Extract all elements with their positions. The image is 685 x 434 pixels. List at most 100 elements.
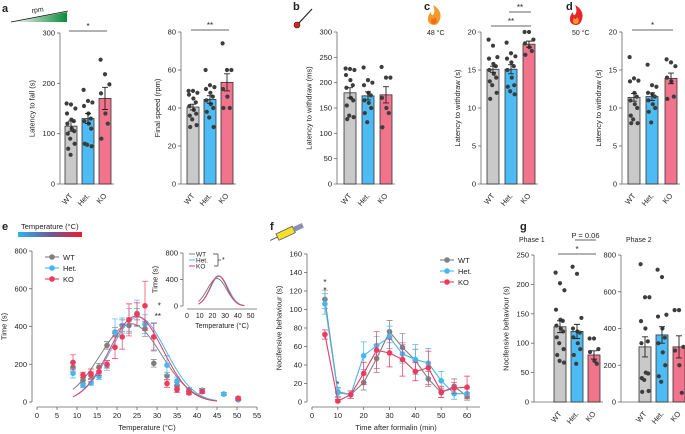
data-point [656,341,661,346]
data-point [495,54,500,60]
significance-label: * [323,286,326,295]
category-label: Het. [356,192,372,208]
x-tick-label: 10 [334,411,342,420]
data-point [555,352,560,358]
error-bar [347,87,353,99]
data-point [194,111,199,116]
category-label: KO [95,191,109,205]
flame-icon [427,5,441,25]
data-point [672,348,678,353]
legend-label: Het. [458,267,472,276]
data-point [491,71,496,76]
data-point [384,105,389,111]
error-bar [574,323,580,339]
error-bar [190,103,196,111]
x-tick-label: 50 [247,313,255,320]
data-point [348,78,353,83]
data-point [207,83,213,88]
phase-2-title: Phase 2 [626,237,652,244]
y-tick-label: 0 [612,398,616,407]
panel-label-a: a [2,3,9,15]
x-tick-label: 50 [437,411,445,420]
data-point [208,102,213,107]
data-point [203,67,208,73]
data-point [649,83,655,88]
y-tick-label: 200 [603,361,616,370]
y-tick-label: 600 [603,287,616,296]
x-tick-label: 60 [463,411,471,420]
y-tick-label: 0 [525,398,529,407]
inset-fit-curve [198,275,245,307]
data-point [646,98,651,103]
data-point [504,40,509,45]
x-tick-label: 10 [196,313,204,320]
data-point [662,335,667,340]
legend-marker [49,276,55,282]
data-point [386,110,391,116]
data-point [134,311,140,318]
panel-label-d: d [566,1,573,13]
data-point [186,390,192,396]
data-point [89,144,94,149]
syringe-icon [270,222,304,241]
chart-g2: 0 200 400 600 800 WT Het. KO [603,251,685,426]
data-point [188,124,193,130]
data-point [360,352,367,359]
data-point [574,361,579,366]
data-point [347,113,352,118]
y-tick-label: 300 [319,28,332,37]
y-tick-label: 0 [472,180,476,189]
category-label: WT [549,409,564,424]
legend-marker [444,268,450,274]
data-point [379,64,384,70]
data-point [174,386,180,393]
data-point [186,92,192,97]
data-point [343,66,348,71]
legend-label: KO [63,275,74,284]
data-point [509,60,514,65]
bar-ko [522,43,536,185]
y-tick-label: 40 [168,104,176,113]
data-point [513,54,518,59]
data-point [70,359,76,366]
data-point [208,90,213,95]
data-point [646,371,651,376]
y-tick-label: 200 [14,360,27,369]
x-tick-label: 55 [253,411,261,420]
x-tick-label: 10 [73,411,81,420]
data-point [504,56,510,61]
y-tick-label: 150 [319,104,332,113]
data-point [553,307,559,312]
y-tick-label: 5 [472,142,476,151]
data-point [464,384,470,391]
y-tick-label: 15 [609,66,617,75]
data-point [522,29,527,35]
data-point [102,72,108,77]
chart-g1: 0 50 100 150 200 250 Nocifensive behaviour (s)… [502,231,603,426]
data-point [212,85,217,90]
data-point [488,96,493,101]
e-y-label: Time (s) [0,312,9,340]
data-point [486,37,491,42]
data-point [187,113,192,118]
chart-a1: 0 100 200 300 Latency to fall (s) WT Het. KO * [28,22,114,208]
y-tick-label: 160 [289,250,302,259]
data-point [653,105,658,111]
data-point [575,341,580,346]
data-point [347,66,353,72]
error-bar [490,65,496,73]
data-point [352,67,357,73]
colorbar-label: Temperature (°C) [21,222,79,231]
rpm-ramp-icon [10,10,69,23]
series-line [324,303,468,396]
y-tick-label: 250 [319,53,332,62]
y-tick-label: 120 [289,287,302,296]
category-label: Het. [640,192,656,208]
data-point [386,350,393,356]
data-point [512,83,517,88]
f-y-label: Nocifensive behaviour (s) [275,285,284,370]
data-point [368,93,373,98]
significance-label: * [86,22,89,31]
x-tick-label: 5 [55,411,59,420]
